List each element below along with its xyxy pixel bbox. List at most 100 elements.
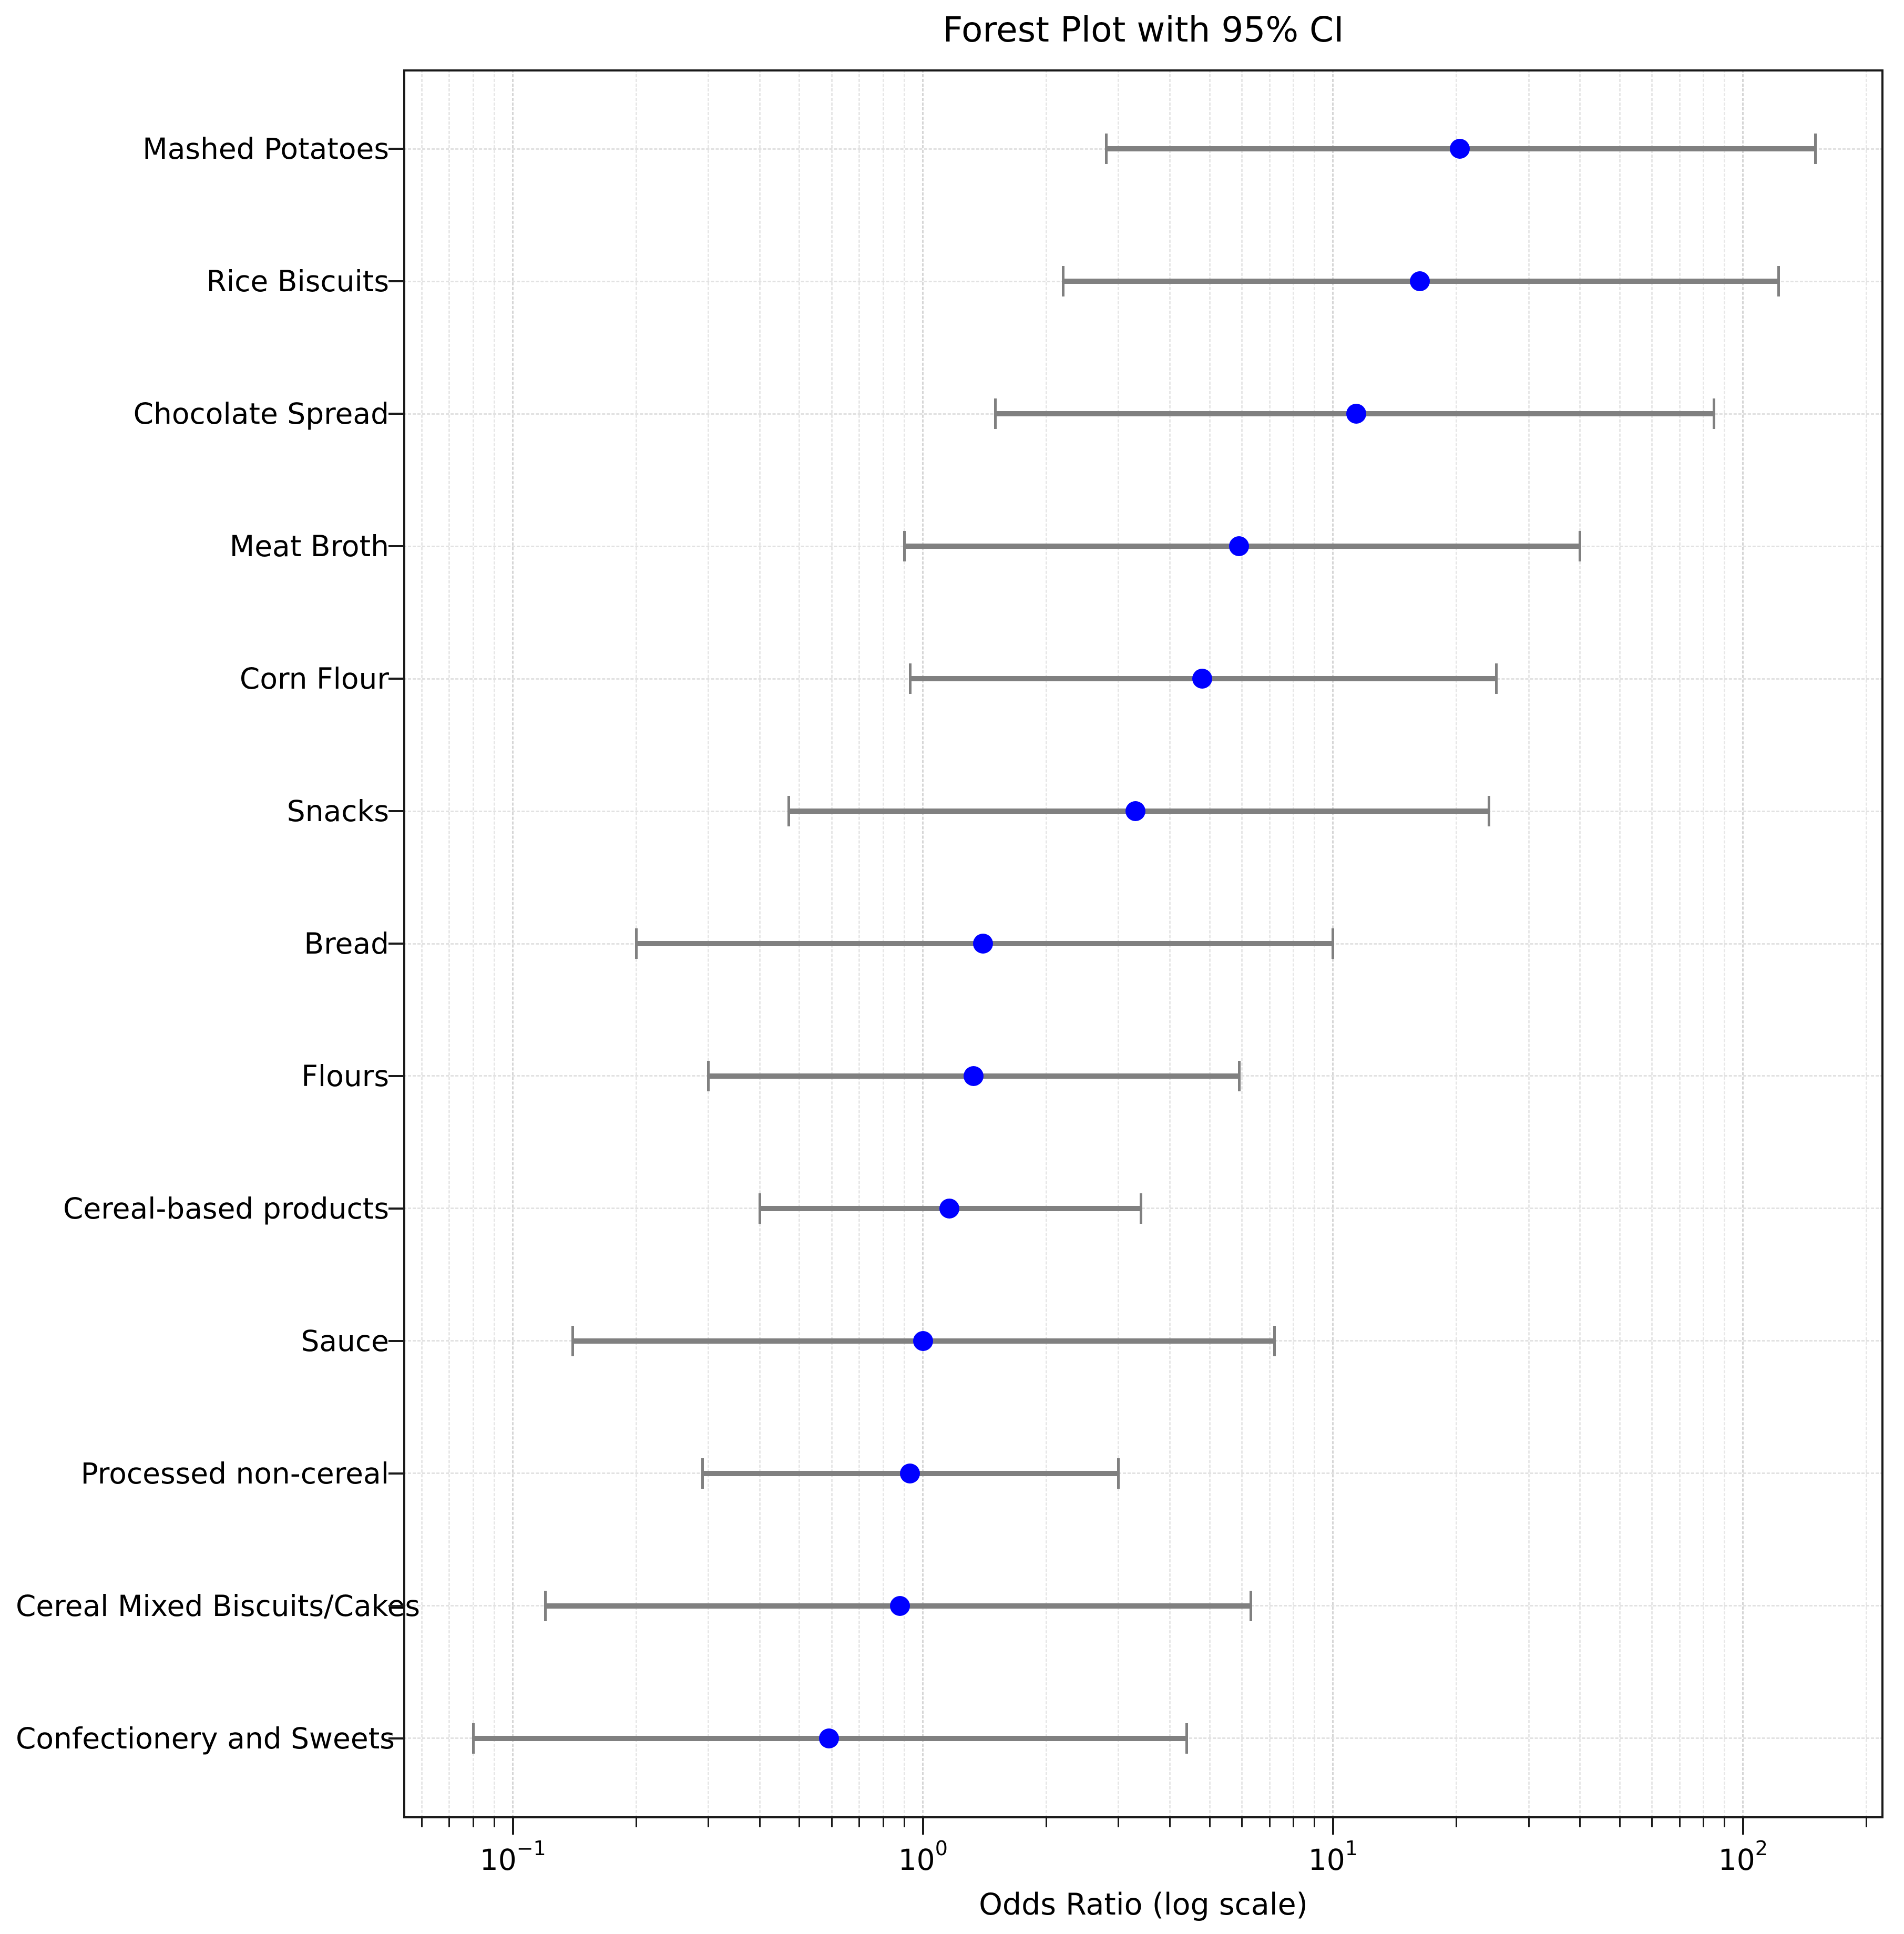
error-bar-cap-right: [1814, 134, 1817, 165]
plot-frame-left: [403, 69, 405, 1818]
x-tick-minor: [831, 1818, 833, 1827]
x-tick-minor: [1723, 1818, 1725, 1827]
error-bar-cap-right: [1139, 1193, 1142, 1224]
error-bar-cap-left: [707, 1060, 710, 1091]
x-tick-label: 100: [898, 1837, 948, 1877]
x-tick-minor: [1456, 1818, 1458, 1827]
or-point: [964, 1066, 984, 1086]
category-label: Confectionery and Sweets: [16, 1721, 395, 1755]
plot-frame-bottom: [403, 1816, 1883, 1818]
or-point: [1346, 404, 1367, 424]
plot-frame-top: [403, 69, 1883, 71]
error-bar-cap-right: [1578, 531, 1581, 562]
or-point: [939, 1198, 960, 1219]
x-tick-minor: [1619, 1818, 1621, 1827]
error-bar-cap-right: [1713, 398, 1716, 429]
error-bar-cap-left: [635, 928, 638, 959]
error-bar-cap-left: [787, 796, 790, 827]
error-bar-cap-left: [544, 1590, 547, 1621]
category-label: Processed non-cereal: [80, 1456, 389, 1490]
category-label: Bread: [304, 927, 389, 960]
x-tick-minor: [759, 1818, 761, 1827]
error-bar-cap-left: [571, 1325, 575, 1356]
y-tick: [388, 545, 403, 548]
or-point: [1192, 669, 1213, 689]
error-bar-cap-right: [1273, 1325, 1276, 1356]
grid-line-horizontal: [403, 1472, 1883, 1475]
x-tick-minor: [1651, 1818, 1653, 1827]
y-tick: [388, 148, 403, 150]
y-tick: [388, 1339, 403, 1342]
x-tick-minor: [1169, 1818, 1171, 1827]
x-tick-major: [922, 1818, 924, 1835]
plot-frame-right: [1881, 69, 1883, 1818]
category-label: Corn Flour: [239, 662, 389, 696]
y-tick: [388, 1207, 403, 1210]
error-bar-cap-left: [903, 531, 906, 562]
x-tick-minor: [421, 1818, 423, 1827]
or-point: [1125, 801, 1146, 822]
x-tick-minor: [1268, 1818, 1271, 1827]
x-tick-minor: [799, 1818, 801, 1827]
or-point: [1410, 271, 1430, 292]
grid-line-horizontal: [403, 1208, 1883, 1210]
x-tick-minor: [1702, 1818, 1704, 1827]
y-tick: [388, 943, 403, 945]
x-tick-minor: [1579, 1818, 1581, 1827]
error-bar-cap-left: [472, 1723, 475, 1754]
category-label: Mashed Potatoes: [142, 132, 389, 166]
or-point: [973, 934, 993, 954]
x-tick-major: [1332, 1818, 1334, 1835]
x-tick-minor: [903, 1818, 905, 1827]
y-tick: [388, 1075, 403, 1077]
error-bar-cap-right: [1332, 928, 1335, 959]
x-tick-minor: [1046, 1818, 1048, 1827]
category-label: Cereal Mixed Biscuits/Cakes: [16, 1589, 421, 1623]
error-bar-cap-right: [1249, 1590, 1252, 1621]
or-point: [1229, 536, 1250, 557]
error-bar-cap-right: [1117, 1458, 1120, 1489]
x-tick-label: 10−1: [479, 1837, 546, 1877]
y-tick: [388, 678, 403, 680]
x-tick-minor: [1313, 1818, 1315, 1827]
or-point: [1450, 139, 1470, 159]
x-tick-minor: [636, 1818, 638, 1827]
chart-title: Forest Plot with 95% CI: [943, 9, 1344, 50]
or-point: [819, 1728, 840, 1748]
error-bar-cap-left: [1105, 134, 1108, 165]
error-bar-cap-right: [1494, 663, 1498, 694]
error-bar-cap-left: [994, 398, 997, 429]
x-tick-minor: [858, 1818, 861, 1827]
error-bar-cap-right: [1185, 1723, 1189, 1754]
error-bar-cap-left: [908, 663, 912, 694]
error-bar-cap-left: [758, 1193, 761, 1224]
or-point: [913, 1331, 933, 1351]
y-tick: [388, 280, 403, 283]
category-label: Rice Biscuits: [206, 264, 389, 299]
x-tick-minor: [472, 1818, 474, 1827]
or-point: [900, 1463, 920, 1483]
x-tick-major: [511, 1818, 514, 1835]
category-label: Chocolate Spread: [133, 397, 389, 431]
y-tick: [388, 1472, 403, 1475]
x-axis-label: Odds Ratio (log scale): [979, 1887, 1308, 1922]
error-bar-cap-left: [1062, 266, 1065, 297]
x-tick-minor: [1866, 1818, 1868, 1827]
category-label: Meat Broth: [229, 529, 389, 564]
x-tick-minor: [882, 1818, 884, 1827]
category-label: Flours: [301, 1059, 389, 1093]
y-tick: [388, 810, 403, 813]
error-bar-cap-right: [1237, 1060, 1241, 1091]
x-tick-label: 101: [1308, 1837, 1358, 1877]
x-tick-minor: [1209, 1818, 1211, 1827]
or-point: [890, 1595, 910, 1616]
x-tick-minor: [448, 1818, 451, 1827]
error-bar-cap-left: [701, 1458, 704, 1489]
category-label: Cereal-based products: [63, 1191, 389, 1225]
y-tick: [388, 413, 403, 415]
x-tick-minor: [1241, 1818, 1243, 1827]
x-tick-minor: [1118, 1818, 1120, 1827]
x-tick-minor: [708, 1818, 710, 1827]
y-tick: [388, 1737, 403, 1739]
